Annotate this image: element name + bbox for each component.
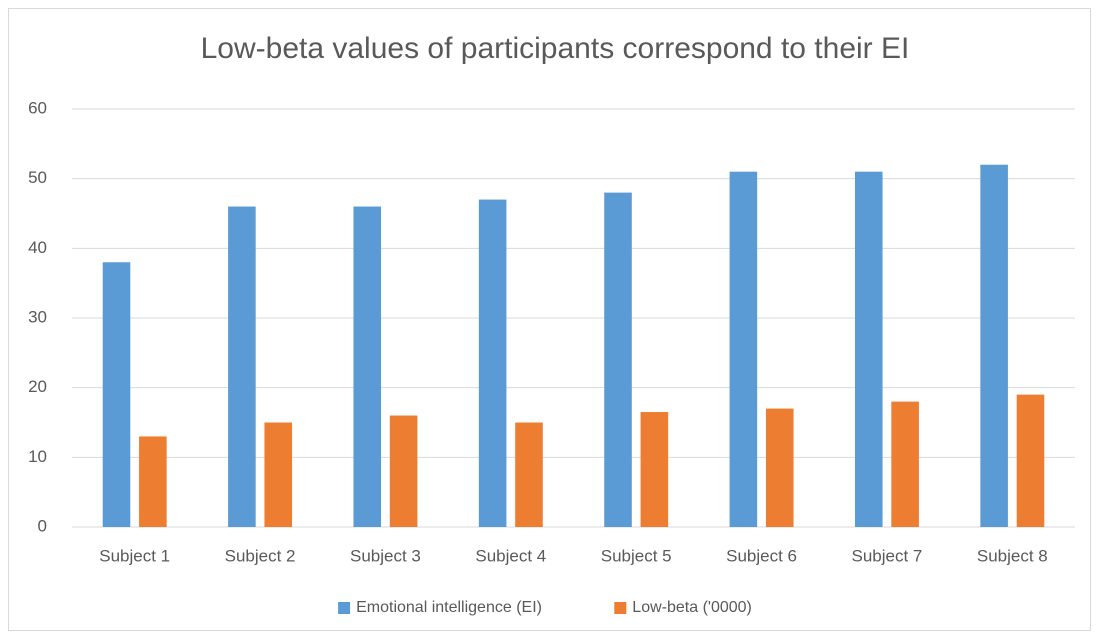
- chart-border: [8, 8, 1091, 631]
- legend-swatch: [614, 602, 627, 614]
- bar: [264, 422, 293, 527]
- x-tick-label: Subject 5: [601, 546, 672, 565]
- bar: [139, 436, 167, 527]
- bar: [102, 262, 131, 527]
- bar: [353, 206, 382, 528]
- y-tick-label: 50: [28, 168, 47, 187]
- y-tick-label: 60: [28, 98, 47, 117]
- bar: [1016, 394, 1045, 527]
- x-tick-label: Subject 3: [350, 546, 421, 565]
- legend-swatch: [338, 602, 351, 614]
- y-tick-label: 10: [28, 447, 47, 466]
- bar: [729, 171, 758, 527]
- bar: [228, 206, 256, 528]
- x-tick-label: Subject 4: [475, 546, 546, 565]
- y-tick-label: 20: [28, 377, 47, 396]
- bar: [980, 164, 1008, 527]
- bar: [604, 192, 632, 527]
- bar: [640, 412, 669, 527]
- x-tick-label: Subject 8: [977, 546, 1048, 565]
- x-tick-label: Subject 7: [851, 546, 922, 565]
- x-tick-label: Subject 1: [99, 546, 170, 565]
- y-tick-label: 40: [28, 238, 47, 257]
- legend-label: Emotional intelligence (EI): [356, 599, 542, 616]
- chart-title: Low-beta values of participants correspo…: [201, 32, 910, 65]
- y-tick-label: 30: [28, 307, 47, 326]
- bar: [765, 408, 794, 527]
- bar: [854, 171, 883, 527]
- bar: [389, 415, 418, 527]
- bar: [515, 422, 543, 527]
- legend-label: Low-beta ('0000): [632, 599, 752, 616]
- x-tick-label: Subject 2: [225, 546, 296, 565]
- bar: [891, 401, 919, 527]
- bar: [478, 199, 507, 528]
- y-tick-label: 0: [38, 516, 47, 535]
- x-tick-label: Subject 6: [726, 546, 797, 565]
